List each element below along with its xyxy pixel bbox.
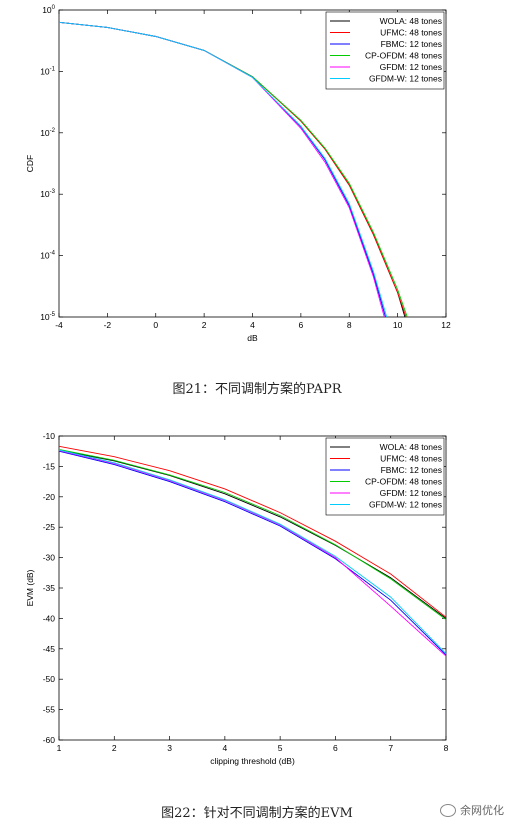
x-tick-label: -2: [104, 320, 112, 330]
series-line: [58, 449, 447, 619]
series-line: [58, 450, 447, 657]
legend-label: GFDM: 12 tones: [380, 62, 442, 72]
x-tick-label: 2: [112, 743, 117, 753]
x-tick-label: 4: [222, 743, 227, 753]
legend-label: GFDM-W: 12 tones: [369, 500, 442, 510]
legend-box: [325, 437, 445, 516]
x-tick-label: 1: [57, 743, 62, 753]
x-axis-label: dB: [247, 333, 258, 343]
legend-label: WOLA: 48 tones: [380, 442, 442, 452]
legend-label: FBMC: 12 tones: [381, 39, 442, 49]
legend-box: [325, 11, 445, 90]
x-tick-label: 0: [153, 320, 158, 330]
series-line: [58, 450, 447, 656]
y-tick-label: -40: [43, 613, 56, 623]
y-tick-label: -20: [43, 492, 56, 502]
x-tick-label: 6: [333, 743, 338, 753]
x-tick-label: 6: [299, 320, 304, 330]
figure-21-caption: 图21：不同调制方案的PAPR: [172, 382, 342, 397]
y-tick-label: -50: [43, 674, 56, 684]
x-tick-label: 3: [167, 743, 172, 753]
y-tick-label: -15: [43, 461, 56, 471]
series-line: [58, 445, 447, 618]
evm-chart: 1 2 3 4 5 6 7 8 -10 -15 -20 -25 -30 -35 -40 -45 -50 -55 -6…: [25, 431, 449, 766]
y-tick-label: 10-5: [40, 312, 55, 322]
y-tick-label: 10-2: [40, 128, 55, 138]
legend-label: UFMC: 48 tones: [380, 28, 442, 38]
x-axis-label: clipping threshold (dB): [210, 756, 295, 766]
y-axis-label: CDF: [25, 155, 35, 172]
y-tick-label: 10-4: [40, 251, 55, 261]
y-axis-label: EVM (dB): [25, 569, 35, 606]
y-tick-label: 10-1: [40, 66, 55, 76]
legend-label: WOLA: 48 tones: [380, 16, 442, 26]
y-tick-label: -10: [43, 431, 56, 441]
x-tick-label: 5: [278, 743, 283, 753]
figure-22-caption: 图22：针对不同调制方案的EVM: [161, 806, 353, 821]
legend-label: FBMC: 12 tones: [381, 465, 442, 475]
legend-label: CP-OFDM: 48 tones: [365, 51, 442, 61]
x-tick-label: 10: [393, 320, 403, 330]
papr-chart: -4 -2 0 2 4 6 8 10 12 100 10-1 10-2 10-3 10-4 10-5 dB CD…: [25, 5, 451, 343]
x-tick-label: -4: [55, 320, 63, 330]
wechat-icon: [440, 803, 456, 817]
y-tick-label: -25: [43, 522, 56, 532]
series-line: [58, 21, 388, 318]
legend-label: GFDM-W: 12 tones: [369, 74, 442, 84]
y-tick-label: -45: [43, 644, 56, 654]
x-tick-label: 4: [250, 320, 255, 330]
x-tick-label: 8: [444, 743, 449, 753]
x-tick-label: 2: [202, 320, 207, 330]
watermark-text: 余网优化: [460, 804, 504, 817]
y-tick-label: -35: [43, 583, 56, 593]
watermark: 余网优化: [440, 802, 504, 818]
y-tick-label: 10-3: [40, 189, 55, 199]
y-tick-label: -60: [43, 735, 56, 745]
y-tick-label: 100: [42, 5, 55, 15]
x-tick-label: 8: [347, 320, 352, 330]
legend-label: CP-OFDM: 48 tones: [365, 477, 442, 487]
y-tick-label: -55: [43, 705, 56, 715]
legend-label: GFDM: 12 tones: [380, 488, 442, 498]
series-line: [58, 449, 447, 655]
x-tick-label: 12: [441, 320, 451, 330]
series-line: [58, 448, 447, 620]
legend-label: UFMC: 48 tones: [380, 454, 442, 464]
x-tick-label: 7: [388, 743, 393, 753]
y-tick-label: -30: [43, 553, 56, 563]
